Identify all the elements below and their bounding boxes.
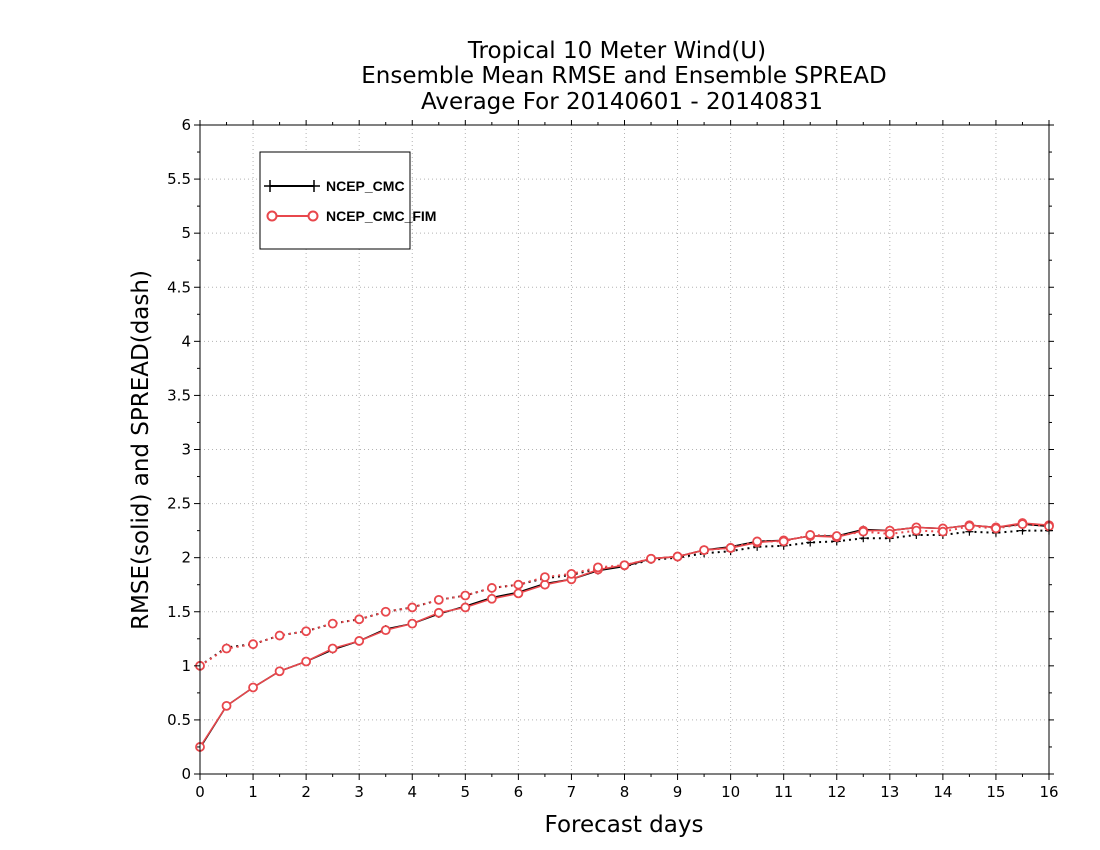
rmse-point xyxy=(327,643,338,654)
chart-title: Tropical 10 Meter Wind(U) Ensemble Mean … xyxy=(361,38,886,115)
spread-point xyxy=(460,590,471,601)
x-tick-label: 0 xyxy=(195,783,205,801)
x-axis-label: Forecast days xyxy=(545,812,704,838)
x-tick-label: 4 xyxy=(407,783,417,801)
spread-point xyxy=(699,545,709,555)
spread-point xyxy=(884,528,895,539)
spread-point xyxy=(274,630,285,641)
x-tick-label: 14 xyxy=(933,783,952,801)
chart-title-line-3: Average For 20140601 - 20140831 xyxy=(421,89,823,115)
x-tick-label: 9 xyxy=(673,783,683,801)
spread-point xyxy=(1017,519,1028,530)
y-tick-label: 1.5 xyxy=(167,603,191,621)
y-tick-label: 0.5 xyxy=(167,711,191,729)
y-tick-label: 3 xyxy=(181,441,191,459)
x-tick-label: 5 xyxy=(461,783,471,801)
x-tick-label: 2 xyxy=(301,783,311,801)
rmse-point xyxy=(486,593,497,604)
x-tick-label: 15 xyxy=(986,783,1005,801)
rmse-point xyxy=(433,607,444,618)
spread-point xyxy=(991,523,1001,534)
spread-point xyxy=(964,521,975,532)
spread-point xyxy=(248,639,258,650)
spread-point xyxy=(911,525,922,536)
spread-point xyxy=(593,562,603,573)
legend-label-ncep-cmc-fim: NCEP_CMC_FIM xyxy=(326,208,436,224)
spread-point xyxy=(513,579,524,590)
x-tick-label: 10 xyxy=(721,783,740,801)
y-tick-label: 2.5 xyxy=(167,495,191,513)
y-tick-label: 3.5 xyxy=(167,386,191,404)
x-tick-label: 12 xyxy=(827,783,846,801)
chart-title-line-2: Ensemble Mean RMSE and Ensemble SPREAD xyxy=(361,63,886,89)
spread-point xyxy=(805,530,816,540)
x-tick-label: 16 xyxy=(1039,783,1058,801)
rmse-point xyxy=(274,666,285,677)
x-tick-label: 11 xyxy=(774,783,793,801)
spread-point xyxy=(354,614,365,625)
y-tick-label: 6 xyxy=(181,116,191,134)
spread-point xyxy=(831,531,842,541)
spread-point xyxy=(566,568,577,579)
legend-box xyxy=(259,151,411,250)
spread-point xyxy=(433,594,444,605)
rmse-point xyxy=(460,602,471,613)
axis-ticks xyxy=(194,120,1054,780)
legend-marker-ncep-cmc-fim-a xyxy=(266,210,278,222)
spread-point xyxy=(646,553,656,564)
x-tick-label: 1 xyxy=(248,783,258,801)
chart-title-line-1: Tropical 10 Meter Wind(U) xyxy=(467,38,766,64)
spread-point xyxy=(858,526,869,537)
rmse-point xyxy=(248,682,258,693)
spread-point xyxy=(752,536,763,547)
spread-point xyxy=(672,551,683,562)
spread-point xyxy=(486,583,497,593)
rmse-point xyxy=(301,656,312,667)
grid-lines xyxy=(200,125,1049,774)
x-tick-label: 7 xyxy=(567,783,577,801)
spread-point xyxy=(619,560,630,571)
spread-point xyxy=(327,618,338,629)
tick-labels: 0 1 2 3 4 5 6 7 8 9 10 11 12 13 14 15 1600.511.522.533.5… xyxy=(167,116,1058,801)
y-tick-label: 4.5 xyxy=(167,278,191,296)
spread-point xyxy=(407,602,418,613)
spread-point xyxy=(540,572,550,583)
y-tick-label: 2 xyxy=(181,549,191,567)
spread-point xyxy=(778,536,789,547)
rmse-point xyxy=(380,625,391,636)
spread-point xyxy=(301,626,312,637)
y-tick-label: 5.5 xyxy=(167,170,191,188)
x-tick-label: 3 xyxy=(354,783,364,801)
spread-point xyxy=(725,543,736,553)
x-tick-label: 8 xyxy=(620,783,630,801)
y-tick-label: 1 xyxy=(181,657,191,675)
spread-point xyxy=(937,526,948,537)
legend-marker-ncep-cmc xyxy=(264,180,320,192)
rmse-point xyxy=(513,588,524,599)
rmse-point xyxy=(221,700,232,711)
rmse-point xyxy=(354,636,365,646)
legend-marker-ncep-cmc-fim-b xyxy=(307,210,319,222)
spread-point xyxy=(221,643,232,654)
spread-point xyxy=(380,606,391,617)
legend-label-ncep-cmc: NCEP_CMC xyxy=(326,178,405,194)
y-tick-label: 4 xyxy=(181,332,191,350)
y-tick-label: 5 xyxy=(181,224,191,242)
rmse-point xyxy=(407,618,418,629)
legend: NCEP_CMC NCEP_CMC_FIM xyxy=(259,151,436,250)
x-tick-label: 13 xyxy=(880,783,899,801)
x-tick-label: 6 xyxy=(514,783,524,801)
y-tick-label: 0 xyxy=(181,765,191,783)
y-axis-label: RMSE(solid) and SPREAD(dash) xyxy=(128,270,154,630)
